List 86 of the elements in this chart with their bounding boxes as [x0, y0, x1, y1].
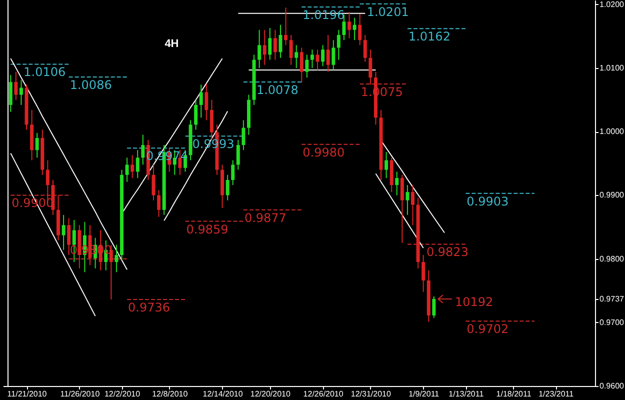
candlestick — [204, 83, 208, 121]
candlestick — [300, 47, 304, 84]
candlestick — [422, 254, 426, 292]
x-tick-label: 1/23/2011 — [538, 390, 574, 398]
x-tick-label: 11/21/2010 — [7, 390, 48, 398]
candlestick — [352, 17, 356, 41]
candlestick — [363, 34, 367, 62]
series-label: 0.9823 — [426, 245, 468, 260]
candlestick — [294, 44, 298, 69]
candlestick — [14, 71, 18, 100]
candlestick — [321, 44, 325, 67]
candlestick — [194, 99, 198, 130]
series-label: 0.9903 — [466, 194, 509, 208]
candlestick — [242, 120, 246, 151]
candlestick — [411, 184, 415, 226]
candlestick — [199, 84, 203, 118]
candlestick — [268, 27, 272, 60]
candlestick — [114, 244, 118, 273]
series-label: 0.9702 — [466, 322, 509, 336]
series-label: 0.9877 — [244, 210, 286, 225]
y-tick-label: 1.0100 — [600, 64, 625, 73]
candlestick — [289, 34, 293, 66]
x-tick-label: 1/9/2011 — [408, 390, 440, 398]
y-tick-label: 0.9800 — [600, 254, 625, 264]
candlestick — [258, 29, 262, 69]
candlestick — [19, 80, 23, 106]
x-tick-label: 1/13/2011 — [448, 390, 484, 398]
x-tick-label: 12/8/2010 — [152, 390, 188, 398]
candlestick — [336, 29, 340, 60]
x-tick-label: 1/18/2011 — [496, 390, 532, 398]
candlestick — [284, 7, 288, 46]
candlestick — [262, 29, 266, 66]
x-tick-label: 12/2/2010 — [104, 390, 141, 398]
x-tick-label: 12/31/2010 — [350, 390, 392, 398]
line-series — [380, 140, 445, 234]
candlestick — [62, 214, 66, 250]
annotation: 10192 — [455, 295, 494, 309]
series-label: 1.0078 — [256, 83, 298, 98]
y-tick-label: 0.9900 — [600, 190, 625, 200]
candlestick — [348, 12, 352, 39]
x-tick-label: 12/26/2010 — [303, 390, 344, 398]
y-tick-label: 0.9600 — [600, 382, 625, 390]
x-tick-label: 12/20/2010 — [250, 390, 291, 398]
candlestick — [67, 218, 71, 256]
series-label: 1.0201 — [366, 4, 409, 19]
candlestick — [432, 296, 436, 318]
y-tick-label: 0.9737 — [600, 294, 625, 304]
candlestick — [406, 184, 410, 216]
candlestick — [368, 49, 372, 86]
x-tick-label: 11/26/2010 — [60, 390, 100, 398]
candlestick — [210, 99, 214, 140]
candlestick — [342, 14, 346, 41]
candlestick — [226, 174, 230, 201]
series-label: 1.0086 — [70, 78, 112, 92]
candlestick — [157, 190, 161, 218]
candlestick — [326, 34, 330, 72]
candlestick — [231, 160, 235, 186]
candlestick — [332, 40, 336, 70]
candlestick — [273, 29, 277, 60]
line-series — [375, 173, 424, 249]
candlestick — [8, 74, 12, 112]
series-label: 1.0162 — [408, 30, 450, 44]
y-tick-label: 0.9700 — [600, 318, 625, 327]
y-tick-label: 1.0000 — [600, 127, 625, 136]
candlestick — [278, 24, 282, 58]
series-label: 0.9980 — [302, 145, 345, 160]
candlestick — [130, 154, 134, 179]
y-tick-label: 1.0200 — [600, 0, 625, 9]
series-label: 0.9859 — [186, 222, 228, 236]
candlestick — [316, 49, 320, 70]
candlestick — [141, 134, 145, 166]
x-tick-label: 12/14/2010 — [202, 390, 244, 398]
series-label: 1.0106 — [24, 65, 66, 80]
candlestick — [400, 174, 404, 244]
series-label: 0.9736 — [128, 300, 170, 315]
candlestick — [35, 132, 39, 158]
candlestick — [152, 164, 156, 201]
candlestick — [136, 150, 140, 179]
candlestick — [125, 157, 129, 182]
annotation: 4H — [164, 38, 179, 50]
candlestick — [310, 49, 314, 69]
candlestick — [358, 13, 362, 46]
candlestick — [384, 151, 388, 179]
candlestick — [395, 171, 399, 196]
candlestick — [236, 139, 240, 170]
candlestick — [305, 54, 309, 78]
